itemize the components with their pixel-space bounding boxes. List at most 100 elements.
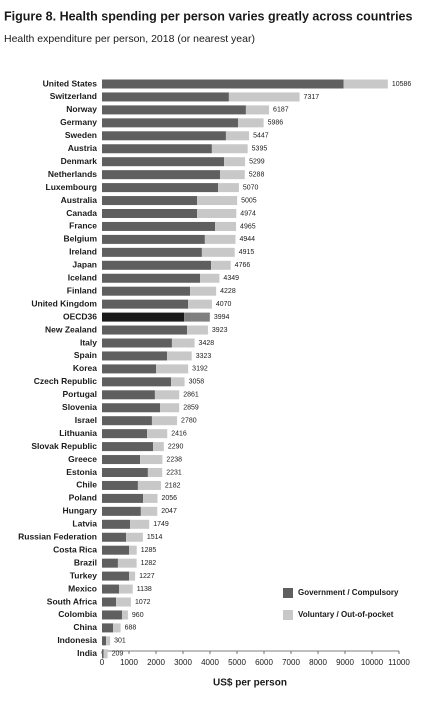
bar-segment — [211, 260, 231, 270]
bar-segment — [211, 144, 248, 154]
bar-segment — [200, 273, 220, 283]
x-tick-label: 8000 — [309, 658, 327, 667]
total-label: 2859 — [183, 405, 199, 412]
bar-segment — [102, 105, 246, 115]
bar-segment — [219, 170, 245, 180]
category-label: Japan — [72, 260, 97, 270]
total-label: 5447 — [253, 133, 269, 140]
category-label: Netherlands — [48, 169, 97, 179]
bar-segment — [102, 131, 226, 141]
category-label: Slovak Republic — [31, 441, 97, 451]
bar-segment — [102, 247, 202, 257]
bar-segment — [228, 92, 300, 102]
bar-segment — [102, 545, 129, 555]
bar-segment — [167, 351, 192, 361]
total-label: 5070 — [243, 184, 259, 191]
bar-segment — [102, 429, 148, 439]
bar-segment — [102, 403, 161, 413]
total-label: 688 — [125, 625, 137, 632]
total-label: 6187 — [273, 107, 289, 114]
bar-segment — [140, 455, 163, 465]
bar-segment — [201, 247, 235, 257]
category-label: Germany — [60, 117, 97, 127]
category-label: Mexico — [68, 583, 97, 593]
total-label: 2290 — [168, 443, 184, 450]
bar-segment — [129, 571, 136, 581]
bar-segment — [197, 209, 237, 218]
bar-segment — [151, 416, 178, 426]
bar-segment — [102, 610, 122, 620]
category-label: France — [69, 221, 97, 231]
bar-segment — [113, 623, 121, 633]
bar-segment — [102, 597, 117, 607]
total-label: 7317 — [304, 94, 320, 101]
bar-segment — [102, 170, 220, 180]
bar-segment — [102, 506, 141, 516]
x-tick-label: 11000 — [388, 658, 410, 667]
category-label: Australia — [61, 195, 98, 205]
bar-segment — [102, 79, 344, 89]
total-label: 10586 — [392, 81, 412, 88]
x-tick-label: 1000 — [120, 658, 138, 667]
bar-segment — [102, 299, 189, 309]
total-label: 5005 — [241, 197, 257, 204]
bar-segment — [204, 234, 236, 244]
total-label: 1514 — [147, 534, 163, 541]
category-label: India — [77, 648, 97, 658]
bar-segment — [218, 183, 239, 193]
bar-segment — [154, 390, 180, 400]
category-label: Switzerland — [50, 91, 97, 101]
total-label: 4228 — [220, 288, 236, 295]
total-label: 2416 — [171, 430, 187, 437]
bar-segment — [102, 118, 239, 128]
total-label: 3428 — [199, 340, 215, 347]
total-label: 1285 — [141, 547, 157, 554]
legend-label: Voluntary / Out-of-pocket — [298, 610, 394, 619]
bar-segment — [102, 273, 201, 283]
bar-segment — [102, 532, 127, 542]
bar-segment — [197, 196, 238, 206]
category-label: Chile — [76, 480, 97, 490]
legend-swatch — [283, 588, 293, 598]
bar-segment — [102, 480, 138, 490]
category-label: Poland — [69, 493, 97, 503]
legend-label: Government / Compulsory — [298, 588, 399, 597]
total-label: 3058 — [189, 379, 205, 386]
bar-segment — [102, 584, 120, 594]
category-label: Portugal — [63, 389, 97, 399]
bar-segment — [245, 105, 270, 115]
chart-title: Figure 8. Health spending per person var… — [4, 9, 413, 23]
total-label: 2056 — [162, 495, 178, 502]
category-label: Ireland — [69, 247, 97, 257]
total-label: 3923 — [212, 327, 228, 334]
category-label: Korea — [73, 363, 97, 373]
category-label: Iceland — [68, 273, 97, 283]
category-label: Brazil — [74, 557, 97, 567]
total-label: 3192 — [192, 366, 208, 373]
bar-segment — [129, 545, 137, 555]
total-label: 3323 — [196, 353, 212, 360]
category-label: Indonesia — [57, 635, 97, 645]
bar-segment — [143, 493, 158, 503]
category-label: Sweden — [65, 130, 97, 140]
category-label: Greece — [68, 454, 97, 464]
bar-segment — [102, 377, 172, 387]
bar-segment — [102, 286, 191, 296]
bar-segment — [119, 584, 133, 594]
total-label: 2861 — [183, 392, 199, 399]
total-label: 1227 — [139, 573, 155, 580]
category-label: Lithuania — [59, 428, 97, 438]
x-axis-title: US$ per person — [213, 678, 287, 689]
total-label: 5986 — [268, 120, 284, 127]
category-label: OECD36 — [63, 311, 97, 321]
total-label: 5299 — [249, 159, 265, 166]
category-label: Spain — [74, 350, 97, 360]
bar-segment — [102, 183, 219, 193]
category-label: Slovenia — [62, 402, 97, 412]
bar-segment — [102, 416, 152, 426]
bar-segment — [102, 196, 198, 206]
x-tick-label: 3000 — [174, 658, 192, 667]
category-label: Finland — [67, 285, 97, 295]
category-label: Austria — [68, 143, 98, 153]
bar-segment — [102, 338, 172, 348]
